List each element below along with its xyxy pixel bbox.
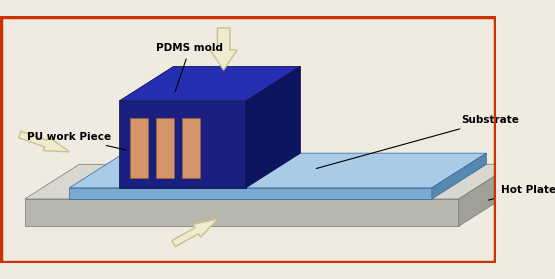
Polygon shape bbox=[130, 118, 148, 178]
Polygon shape bbox=[69, 188, 432, 199]
Polygon shape bbox=[25, 199, 458, 226]
Polygon shape bbox=[246, 66, 300, 188]
Polygon shape bbox=[19, 131, 69, 152]
Polygon shape bbox=[25, 164, 513, 199]
Text: Hot Plate: Hot Plate bbox=[488, 185, 555, 200]
Text: PDMS mold: PDMS mold bbox=[156, 44, 223, 92]
Polygon shape bbox=[432, 153, 486, 199]
Polygon shape bbox=[119, 101, 246, 188]
Polygon shape bbox=[69, 153, 486, 188]
Polygon shape bbox=[458, 164, 513, 226]
Polygon shape bbox=[119, 66, 300, 101]
Text: PU work Piece: PU work Piece bbox=[27, 132, 126, 150]
Text: Substrate: Substrate bbox=[316, 116, 519, 169]
Polygon shape bbox=[156, 118, 174, 178]
Polygon shape bbox=[182, 118, 200, 178]
Polygon shape bbox=[172, 219, 218, 247]
Polygon shape bbox=[210, 28, 237, 70]
